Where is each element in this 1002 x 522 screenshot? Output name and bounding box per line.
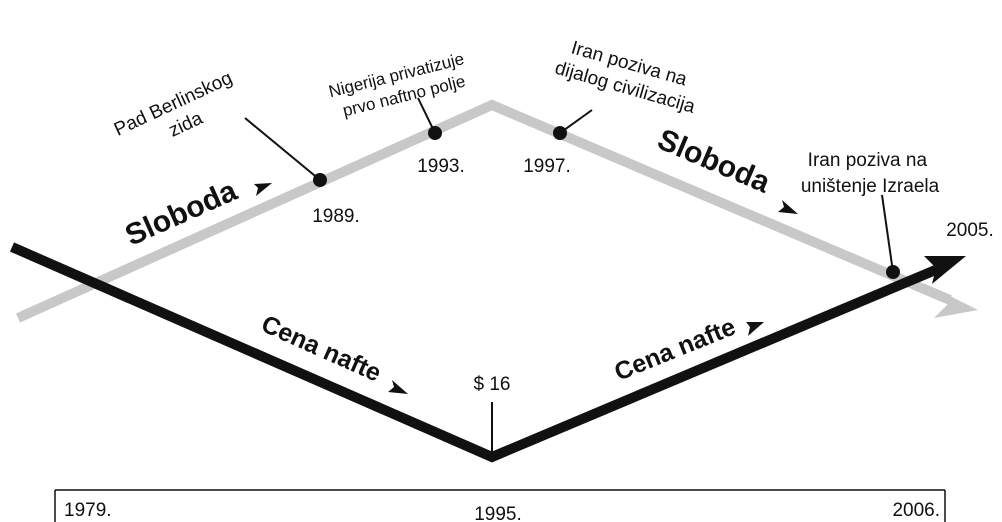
freedom-arrowhead bbox=[934, 290, 978, 318]
event-dot bbox=[428, 126, 442, 140]
event-label-line: Iran poziva na bbox=[808, 150, 928, 171]
event-markers bbox=[244, 97, 894, 455]
event-dot bbox=[553, 126, 567, 140]
direction-arrow bbox=[746, 322, 764, 336]
event-label-line: uništenje Izraela bbox=[801, 176, 940, 197]
axis-label: 1995. bbox=[474, 504, 522, 522]
event-label: Pad Berlinskog zida bbox=[111, 65, 251, 162]
freedom-line bbox=[15, 99, 952, 323]
event-label: Nigerija privatizuje prvo naftno polje bbox=[327, 48, 476, 123]
event-year: 1997. bbox=[523, 156, 571, 177]
end-label: 2005. bbox=[946, 220, 994, 241]
event-label: Iran poziva na dijalog civilizacija bbox=[552, 35, 704, 118]
event-label: Iran poziva na uništenje Izraela bbox=[801, 150, 940, 197]
leader bbox=[244, 117, 321, 181]
direction-arrow bbox=[254, 183, 272, 196]
leader bbox=[881, 194, 894, 273]
oil-line bbox=[9, 242, 947, 463]
event-dot bbox=[886, 265, 900, 279]
axis-label: 1979. bbox=[64, 500, 112, 521]
price-label: $ 16 bbox=[474, 374, 511, 395]
oil-arrowhead bbox=[924, 256, 966, 284]
event-year: 1989. bbox=[312, 206, 360, 227]
oil-label: Cena nafte bbox=[257, 310, 385, 388]
direction-arrow bbox=[388, 380, 408, 394]
direction-arrow bbox=[778, 200, 798, 214]
event-year: 1993. bbox=[417, 156, 465, 177]
time-axis bbox=[54, 489, 946, 522]
event-dot bbox=[313, 173, 327, 187]
axis-label: 2006. bbox=[892, 500, 940, 521]
freedom-label: Sloboda bbox=[653, 123, 775, 200]
